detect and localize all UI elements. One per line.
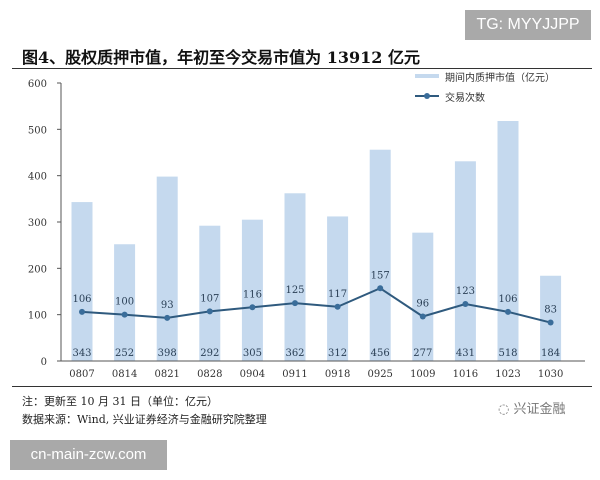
bar-value-label: 252 (115, 348, 134, 359)
brand-label: 兴证金融 (513, 402, 566, 417)
line-value-label: 107 (200, 293, 219, 304)
x-tick-label: 0925 (367, 369, 392, 380)
bar-value-label: 456 (371, 348, 390, 359)
wechat-icon: ◌ (498, 402, 514, 417)
title-rule (12, 68, 592, 69)
legend-item-line: 交易次数 (415, 86, 555, 106)
line-marker (334, 303, 341, 310)
legend-item-bar: 期间内质押市值（亿元） (415, 66, 555, 86)
x-tick-label: 0911 (282, 369, 307, 380)
line-marker (206, 308, 213, 315)
line-marker (292, 300, 298, 307)
bar-0918 (327, 216, 349, 361)
x-tick-label: 1016 (453, 369, 478, 380)
line-value-label: 106 (498, 294, 517, 305)
x-tick-label: 0904 (240, 369, 265, 380)
x-tick-label: 0828 (197, 369, 222, 380)
y-tick-label: 600 (28, 79, 47, 90)
line-marker (79, 308, 85, 315)
notes-rule (12, 386, 592, 387)
notes: 注：更新至 10 月 31 日（单位：亿元） 数据来源：Wind, 兴业证券经济… (22, 393, 267, 429)
bar-value-label: 312 (328, 348, 347, 359)
bar-value-label: 292 (200, 348, 219, 359)
bar-value-label: 277 (413, 348, 432, 359)
bar-value-label: 184 (541, 348, 560, 359)
line-series (81, 287, 551, 324)
line-value-label: 125 (285, 285, 304, 296)
line-marker (377, 285, 384, 292)
y-tick-label: 0 (41, 357, 47, 368)
line-marker (462, 301, 469, 308)
line-marker (121, 311, 128, 318)
bar-0821 (156, 176, 178, 361)
legend-line-swatch (415, 93, 439, 99)
y-tick-label: 400 (28, 172, 47, 183)
bar-value-label: 398 (158, 348, 177, 359)
bar-1023 (497, 120, 519, 361)
x-tick-label: 0814 (112, 369, 137, 380)
y-tick-label: 100 (28, 311, 47, 322)
bar-0904 (241, 219, 263, 361)
figure-title: 图4、股权质押市值，年初至今交易市值为 13912 亿元 (22, 48, 420, 67)
watermark-bottom: cn-main-zcw.com (10, 440, 167, 470)
line-value-label: 96 (416, 299, 429, 310)
line-marker (249, 304, 256, 311)
line-value-label: 100 (115, 297, 134, 308)
y-tick-label: 300 (28, 218, 47, 229)
legend: 期间内质押市值（亿元） 交易次数 (415, 66, 555, 106)
bar-0925 (369, 149, 391, 361)
x-tick-label: 0821 (154, 369, 179, 380)
line-marker (419, 313, 426, 320)
line-value-label: 116 (243, 289, 262, 300)
bar-1030 (540, 275, 562, 361)
line-value-label: 83 (544, 305, 557, 316)
line-value-label: 106 (72, 294, 91, 305)
note-line-1: 注：更新至 10 月 31 日（单位：亿元） (22, 395, 218, 408)
bar-1009 (412, 232, 434, 361)
legend-line-label: 交易次数 (445, 92, 485, 104)
bar-0807 (71, 202, 93, 361)
x-tick-label: 1009 (410, 369, 435, 380)
bar-0828 (199, 225, 221, 361)
y-tick-label: 200 (28, 264, 47, 275)
line-value-label: 93 (161, 300, 174, 311)
bar-value-label: 362 (285, 348, 304, 359)
bar-1016 (454, 161, 476, 361)
bar-value-label: 518 (498, 348, 517, 359)
line-value-label: 117 (328, 289, 347, 300)
chart-plot: 0 100 200 300 400 500 600 343 0807 252 0814 398 0821… (28, 79, 585, 380)
bar-value-label: 305 (243, 348, 262, 359)
line-value-label: 157 (371, 270, 390, 281)
bar-0911 (284, 193, 306, 361)
x-tick-label: 0918 (325, 369, 350, 380)
watermark-top: TG: MYYJJPP (465, 10, 591, 40)
legend-bar-swatch (415, 74, 439, 78)
bar-value-label: 431 (456, 348, 475, 359)
line-value-label: 123 (456, 286, 475, 297)
bar-0814 (114, 244, 136, 361)
x-tick-label: 0807 (69, 369, 94, 380)
x-tick-label: 1030 (538, 369, 563, 380)
brand-logo: ◌ 兴证金融 (498, 398, 566, 417)
line-marker (505, 308, 511, 315)
line-marker (547, 319, 554, 326)
x-tick-label: 1023 (495, 369, 520, 380)
bar-value-label: 343 (72, 348, 91, 359)
y-tick-label: 500 (28, 125, 47, 136)
line-marker (164, 314, 171, 321)
note-line-2: 数据来源：Wind, 兴业证券经济与金融研究院整理 (22, 413, 267, 426)
legend-bar-label: 期间内质押市值（亿元） (445, 72, 555, 84)
